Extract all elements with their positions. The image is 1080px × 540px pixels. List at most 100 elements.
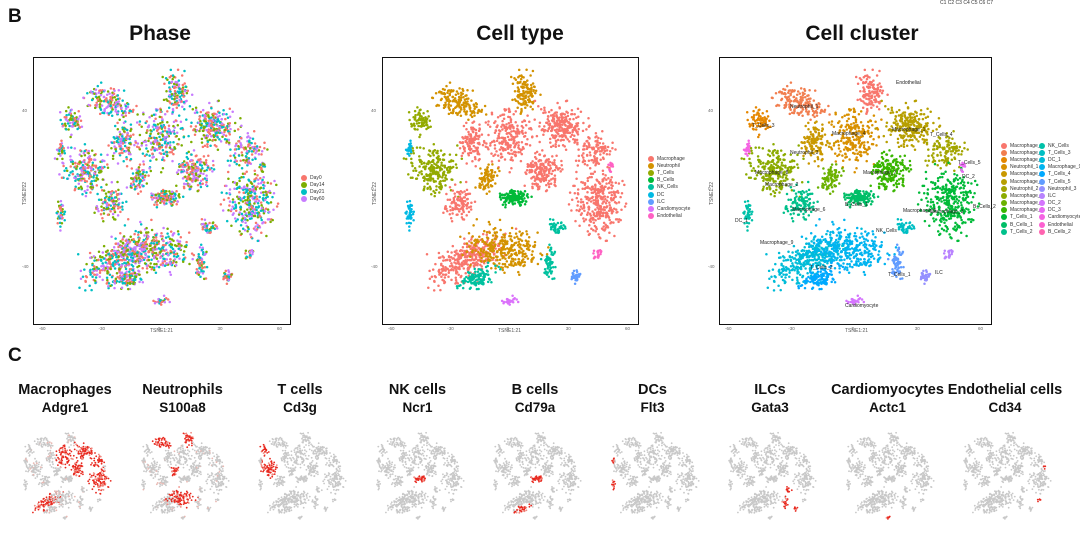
phase-point: [197, 121, 201, 125]
phase-point: [98, 271, 102, 275]
cell-type-point: [485, 183, 489, 187]
cell-type-point: [409, 176, 413, 180]
phase-point: [181, 260, 185, 263]
phase-point: [93, 153, 96, 157]
cell-type-point: [597, 136, 600, 140]
cell-type-point: [581, 129, 585, 133]
phase-point: [181, 195, 185, 199]
phase-point: [120, 133, 124, 136]
cell-type-point: [523, 134, 527, 138]
phase-point: [262, 187, 265, 190]
phase-point: [154, 271, 158, 274]
phase-point: [117, 245, 120, 249]
cell-type-point: [603, 195, 607, 198]
phase-point: [157, 240, 161, 243]
cell-type-point: [564, 120, 567, 123]
phase-point: [227, 278, 231, 282]
phase-point: [116, 193, 119, 197]
cell-type-point: [420, 162, 423, 166]
phase-point: [257, 205, 261, 208]
phase-point: [202, 277, 206, 281]
cell-type-point: [418, 118, 422, 121]
phase-point: [124, 105, 128, 108]
phase-point: [116, 262, 119, 266]
phase-point: [99, 81, 103, 84]
phase-point: [141, 174, 145, 177]
cell-type-point: [494, 182, 497, 185]
cell-type-point: [527, 95, 530, 98]
phase-point: [225, 282, 229, 286]
phase-point: [202, 155, 206, 158]
phase-point: [243, 186, 246, 190]
phase-point: [102, 244, 106, 248]
cell-type-point: [425, 123, 428, 126]
cell-type-point: [587, 205, 591, 209]
phase-point: [107, 190, 110, 194]
cell-type-point: [581, 148, 585, 151]
phase-point: [212, 164, 215, 167]
cell-type-point: [621, 179, 624, 183]
cell-type-point: [547, 123, 550, 126]
phase-point: [111, 154, 115, 158]
cell-type-point: [439, 98, 443, 102]
phase-point: [204, 117, 207, 121]
phase-point: [217, 127, 221, 130]
phase-point: [174, 252, 178, 256]
cell-type-point: [460, 157, 464, 161]
cell-type-point: [442, 106, 446, 110]
phase-point: [228, 200, 232, 203]
cell-type-point: [545, 121, 549, 125]
phase-point: [241, 153, 244, 157]
phase-point: [153, 254, 156, 258]
phase-point: [103, 198, 107, 202]
cell-type-point: [463, 98, 467, 102]
phase-point: [168, 81, 171, 85]
cell-type-point: [504, 126, 508, 130]
cell-type-point: [487, 173, 491, 176]
phase-point: [163, 125, 167, 129]
phase-point: [138, 237, 141, 240]
cell-type-point: [582, 204, 586, 207]
cell-type-point: [583, 143, 586, 147]
phase-point: [150, 242, 153, 245]
phase-point: [88, 284, 91, 287]
phase-point: [155, 265, 159, 268]
phase-point: [117, 143, 121, 146]
phase-point: [206, 228, 209, 232]
phase-point: [165, 202, 168, 205]
phase-point: [138, 163, 142, 166]
cell-type-point: [429, 125, 432, 128]
phase-point: [84, 275, 88, 278]
cell-type-point: [596, 206, 599, 209]
phase-point: [241, 227, 245, 230]
phase-point: [121, 282, 125, 285]
phase-point: [162, 159, 166, 162]
cell-type-point: [564, 148, 568, 152]
phase-point: [268, 189, 271, 193]
phase-point: [149, 141, 153, 145]
phase-point: [266, 218, 270, 221]
phase-point: [187, 134, 190, 138]
phase-point: [62, 162, 65, 165]
phase-point: [109, 104, 112, 108]
phase-point: [112, 245, 116, 249]
cell-type-point: [432, 149, 435, 153]
cell-type-point: [509, 145, 512, 149]
phase-point: [259, 176, 262, 180]
phase-point: [93, 279, 97, 283]
phase-point: [93, 259, 96, 262]
phase-point: [155, 239, 158, 242]
phase-point: [156, 253, 160, 257]
cell-type-point: [544, 189, 548, 193]
cell-type-point: [544, 177, 548, 180]
phase-point: [116, 121, 119, 125]
cell-type-point: [487, 186, 490, 189]
phase-point: [239, 199, 242, 202]
phase-point: [252, 129, 256, 133]
phase-point: [140, 125, 143, 129]
cell-type-point: [576, 141, 579, 144]
phase-point: [116, 162, 120, 165]
phase-point: [233, 200, 237, 204]
cell-type-point: [441, 172, 445, 175]
phase-point: [169, 132, 172, 135]
